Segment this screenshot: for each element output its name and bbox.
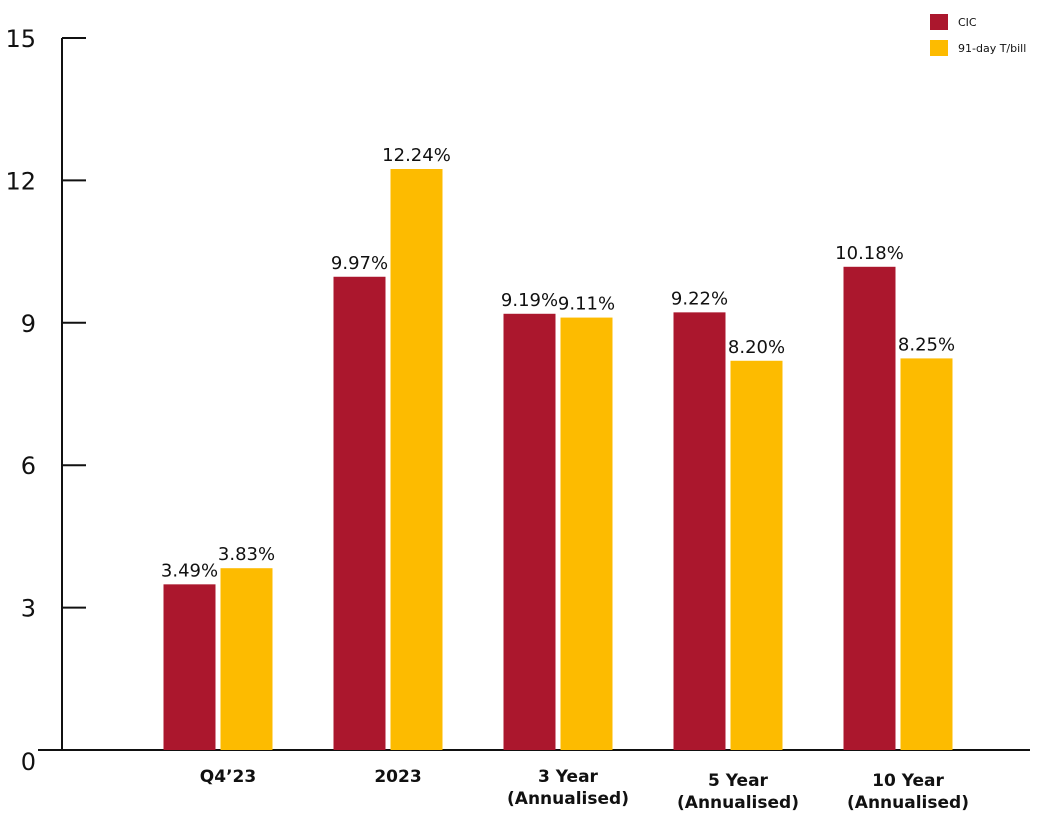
data-labels: 3.49% 9.97% 9.19% 9.22% 10.18% 3.83% 12.24% 9.1… [161,145,955,581]
x-category-label-line: 10 Year [872,771,944,791]
data-label: 8.25% [898,334,955,355]
x-category-label: 3 Year (Annualised) [507,767,629,809]
data-label: 3.49% [161,560,218,581]
data-label: 9.11% [558,294,615,315]
y-tick-label: 0 [21,748,36,776]
x-category-label-line: (Annualised) [507,789,629,809]
legend-swatch [930,14,948,30]
x-category-label-line: 3 Year [538,767,598,787]
bar-cic [673,312,726,750]
bar-tbill [220,568,273,750]
x-category-label-line: (Annualised) [677,793,799,813]
legend-label: CIC [958,16,977,29]
x-category-label: Q4’23 [200,767,256,787]
bar-cic [333,276,386,750]
bar-tbill [390,169,443,750]
data-label: 8.20% [728,337,785,358]
x-category-label: 10 Year (Annualised) [847,771,969,813]
bar-tbill [900,358,953,750]
y-tick-label: 6 [21,452,36,480]
x-category-label-line: Q4’23 [200,767,256,787]
bar-tbill [730,360,783,750]
data-label: 9.97% [331,253,388,274]
bar-cic [843,266,896,750]
x-category-label: 2023 [374,767,421,787]
legend: CIC 91-day T/bill [930,14,1026,56]
y-tick-label: 9 [21,310,36,338]
data-label: 9.19% [501,290,558,311]
x-category-label-line: 5 Year [708,771,768,791]
legend-swatch [930,40,948,56]
x-category-label-line: (Annualised) [847,793,969,813]
bar-cic [503,313,556,750]
y-tick-label: 15 [5,25,36,53]
data-label: 10.18% [835,243,904,264]
x-category-label: 5 Year (Annualised) [677,771,799,813]
bars [163,169,953,750]
y-tick-label: 12 [5,167,36,195]
y-tick-label: 3 [21,595,36,623]
data-label: 12.24% [382,145,451,166]
legend-label: 91-day T/bill [958,42,1026,55]
data-label: 9.22% [671,288,728,309]
x-category-label-line: 2023 [374,767,421,787]
data-label: 3.83% [218,544,275,565]
bar-cic [163,584,216,750]
bar-tbill [560,317,613,750]
